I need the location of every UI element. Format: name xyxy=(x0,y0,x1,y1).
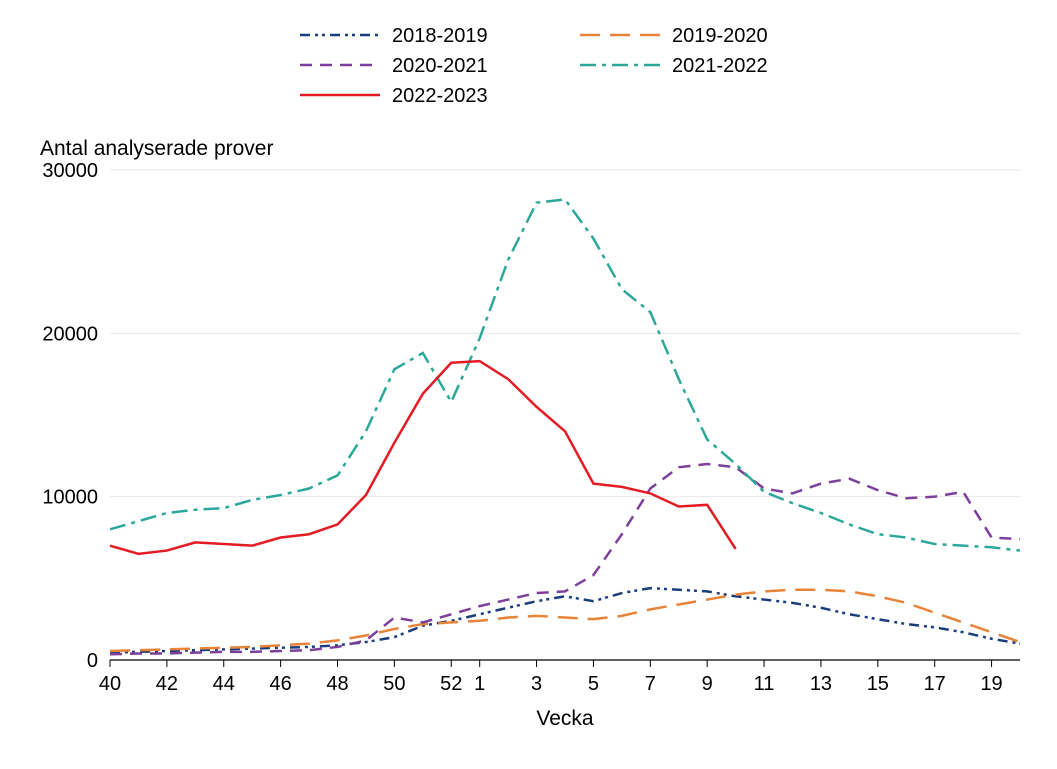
x-tick-label: 7 xyxy=(645,673,656,695)
y-tick-label: 0 xyxy=(87,650,98,672)
y-axis-title: Antal analyserade prover xyxy=(40,137,273,160)
x-tick-label: 44 xyxy=(213,673,235,695)
x-tick-label: 17 xyxy=(924,673,946,695)
legend-label: 2022-2023 xyxy=(392,85,488,107)
legend-label: 2019-2020 xyxy=(672,25,768,47)
x-tick-label: 5 xyxy=(588,673,599,695)
y-tick-label: 30000 xyxy=(42,160,98,182)
legend-label: 2018-2019 xyxy=(392,25,488,47)
x-tick-label: 1 xyxy=(474,673,485,695)
x-tick-label: 50 xyxy=(383,673,405,695)
x-tick-label: 48 xyxy=(326,673,348,695)
legend-label: 2021-2022 xyxy=(672,55,768,77)
x-tick-label: 9 xyxy=(702,673,713,695)
y-tick-label: 20000 xyxy=(42,323,98,345)
x-tick-label: 3 xyxy=(531,673,542,695)
x-tick-label: 46 xyxy=(270,673,292,695)
x-tick-label: 19 xyxy=(980,673,1002,695)
x-tick-label: 42 xyxy=(156,673,178,695)
x-tick-label: 52 xyxy=(440,673,462,695)
chart-container: 0 10000 20000 30000Antal analyserade prover… xyxy=(0,0,1057,769)
x-tick-label: 11 xyxy=(754,673,775,695)
x-tick-label: 15 xyxy=(867,673,889,695)
x-tick-label: 40 xyxy=(99,673,121,695)
x-axis-title: Vecka xyxy=(536,707,594,730)
x-tick-label: 13 xyxy=(810,673,832,695)
line-chart: 0 10000 20000 30000Antal analyserade prover… xyxy=(0,0,1057,769)
legend-label: 2020-2021 xyxy=(392,55,488,77)
y-tick-label: 10000 xyxy=(42,487,98,509)
